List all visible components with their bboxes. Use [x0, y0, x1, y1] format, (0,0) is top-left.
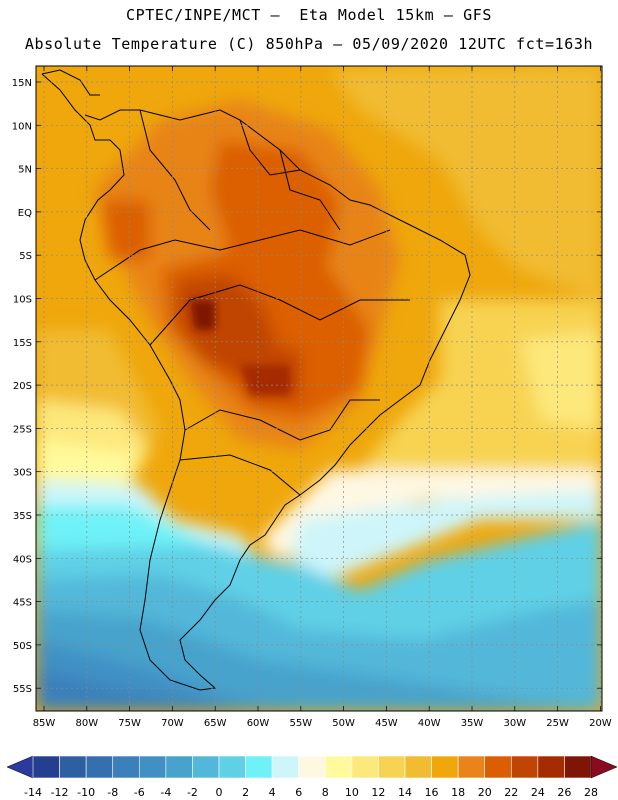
lon-label: 65W	[204, 718, 227, 729]
colorbar-swatch	[564, 755, 592, 779]
lat-label: 45S	[13, 598, 32, 609]
colorbar-label: -6	[134, 786, 145, 799]
colorbar-swatch	[271, 755, 300, 779]
colorbar-swatch	[404, 755, 432, 779]
lon-label: 85W	[33, 718, 56, 729]
colorbar-swatch	[510, 755, 539, 779]
lat-label: 50S	[13, 641, 32, 652]
map-subtitle: Absolute Temperature (C) 850hPa – 05/09/…	[24, 35, 594, 53]
colorbar-label: 26	[557, 786, 571, 799]
colorbar-label: 8	[322, 786, 329, 799]
lat-label: 40S	[13, 554, 32, 565]
temperature-field	[36, 66, 602, 711]
colorbar-label: 24	[531, 786, 545, 799]
lon-label: 60W	[247, 718, 270, 729]
colorbar-label: 20	[478, 786, 492, 799]
lat-label: 20S	[13, 381, 32, 392]
colorbar-swatch	[378, 755, 406, 779]
colorbar-swatch	[218, 755, 246, 779]
lat-label: 10S	[13, 295, 32, 306]
lon-label: 25W	[546, 718, 569, 729]
colorbar-label: 10	[345, 786, 359, 799]
colorbar-swatch	[351, 755, 379, 779]
lat-label: 5N	[18, 165, 32, 176]
lon-label: 55W	[289, 718, 312, 729]
colorbar-label: 0	[216, 786, 223, 799]
lat-label: 10N	[12, 121, 32, 132]
colorbar-label: 6	[295, 786, 302, 799]
colorbar-label: 22	[504, 786, 518, 799]
lat-label: 35S	[13, 511, 32, 522]
colorbar-label: -8	[107, 786, 118, 799]
colorbar-swatch	[245, 755, 273, 779]
colorbar-over-arrow	[590, 755, 618, 779]
colorbar-label: -14	[24, 786, 42, 799]
lat-label: 15N	[12, 78, 32, 89]
colorbar-label: 28	[584, 786, 598, 799]
colorbar-swatch	[32, 755, 60, 779]
coastline	[41, 69, 471, 691]
colorbar-swatch	[457, 755, 486, 779]
graticule	[36, 66, 602, 711]
colorbar-label: 18	[451, 786, 465, 799]
colorbar-swatch	[59, 755, 87, 779]
lat-label: EQ	[18, 208, 32, 219]
lon-label: 35W	[461, 718, 484, 729]
colorbar-label: 14	[398, 786, 412, 799]
lat-label: 5S	[19, 251, 32, 262]
colorbar	[6, 755, 618, 779]
colorbar-label: -4	[160, 786, 171, 799]
colorbar-labels: -14 -12 -10 -8 -6 -4 -2 0 2 4 6 8 10 12 14 16 18 20 22 24 26…	[24, 786, 598, 799]
lon-label: 40W	[418, 718, 441, 729]
lon-label: 50W	[332, 718, 355, 729]
lat-label: 25S	[13, 424, 32, 435]
colorbar-swatch	[138, 755, 167, 779]
latitude-labels: 15N 10N 5N EQ 5S 10S 15S 20S 25S 30S 35S 40S 45S 50S 5…	[12, 78, 32, 695]
lat-label: 30S	[13, 468, 32, 479]
lat-label: 55S	[13, 684, 32, 695]
colorbar-swatch	[192, 755, 220, 779]
colorbar-swatch	[431, 755, 459, 779]
colorbar-swatch	[324, 755, 353, 779]
colorbar-under-arrow	[6, 755, 34, 779]
lon-label: 75W	[118, 718, 141, 729]
colorbar-swatch	[484, 755, 512, 779]
lon-label: 70W	[161, 718, 184, 729]
colorbar-swatch	[165, 755, 193, 779]
lat-label: 15S	[13, 338, 32, 349]
longitude-labels: 85W 80W 75W 70W 65W 60W 55W 50W 45W 40W 35W 30W 25W 2…	[33, 718, 612, 729]
colorbar-label: 4	[269, 786, 276, 799]
colorbar-swatch	[298, 755, 326, 779]
lon-label: 20W	[589, 718, 612, 729]
colorbar-swatch	[85, 755, 114, 779]
lon-label: 30W	[503, 718, 526, 729]
lon-label: 80W	[75, 718, 98, 729]
colorbar-label: -2	[187, 786, 198, 799]
map-frame	[35, 65, 603, 712]
lon-label: 45W	[375, 718, 398, 729]
colorbar-swatch	[537, 755, 565, 779]
colorbar-label: 12	[371, 786, 385, 799]
colorbar-label: -10	[77, 786, 95, 799]
colorbar-swatch	[112, 755, 140, 779]
colorbar-label: 16	[425, 786, 439, 799]
colorbar-label: -12	[51, 786, 69, 799]
map-title: CPTEC/INPE/MCT – Eta Model 15km – GFS	[126, 6, 492, 24]
colorbar-label: 2	[242, 786, 249, 799]
